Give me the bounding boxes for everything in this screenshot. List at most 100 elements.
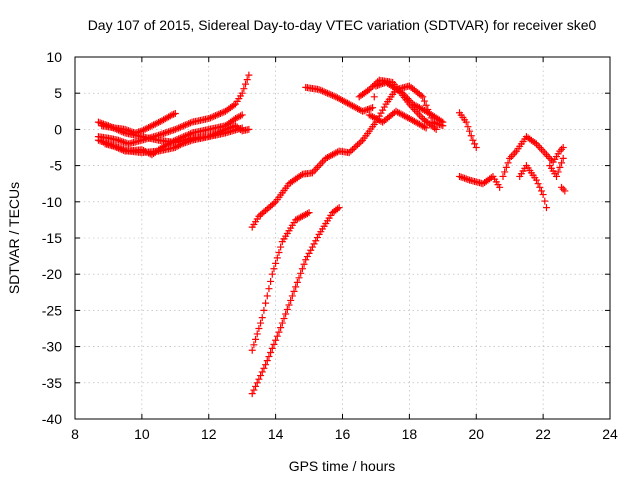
interp-point [310, 240, 318, 248]
interp-point [123, 147, 131, 155]
data-point [379, 118, 387, 126]
series-arc-evening-c [501, 134, 566, 176]
interp-point [265, 353, 273, 361]
series-arc-evening-f [559, 185, 567, 193]
data-point [238, 111, 246, 119]
data-point [292, 216, 300, 224]
data-point [419, 93, 427, 101]
interp-point [253, 379, 261, 387]
data-point [155, 147, 163, 155]
data-point [315, 230, 323, 238]
interp-point [558, 159, 566, 167]
y-tick-label: -20 [42, 266, 62, 282]
data-point [205, 125, 213, 133]
interp-point [511, 149, 519, 157]
y-tick-label: -10 [42, 194, 62, 210]
interp-point [181, 132, 189, 140]
interp-point [272, 259, 280, 267]
data-point [125, 147, 132, 155]
data-point [138, 127, 146, 135]
data-point [405, 100, 413, 108]
interp-point [250, 386, 258, 394]
data-point [272, 198, 280, 206]
interp-point [181, 121, 189, 129]
data-point [369, 104, 377, 112]
interp-point [180, 133, 188, 141]
data-point [205, 133, 213, 141]
interp-point [327, 91, 335, 99]
interp-point [317, 160, 325, 168]
interp-point [230, 101, 238, 109]
interp-point [116, 144, 124, 152]
data-point [94, 118, 102, 126]
interp-point [96, 137, 104, 145]
interp-point [507, 153, 515, 161]
data-point [101, 140, 109, 148]
interp-point [323, 89, 331, 97]
data-point [268, 270, 276, 278]
data-point [522, 133, 530, 141]
interp-point [237, 112, 245, 120]
interp-point [437, 117, 445, 125]
data-point [168, 111, 176, 119]
interp-point [541, 197, 549, 205]
interp-point [558, 145, 566, 153]
interp-point [121, 139, 129, 147]
interp-point [542, 151, 550, 159]
interp-point [537, 145, 545, 153]
data-point [345, 149, 353, 157]
series-arc-evening-a [457, 111, 479, 148]
interp-point [315, 162, 323, 170]
interp-point [541, 149, 549, 157]
interp-point [166, 112, 174, 120]
interp-point [173, 136, 181, 144]
series-arc-afternoon-rise-b [250, 205, 341, 394]
interp-point [186, 130, 194, 138]
series-arc-evening-b [457, 173, 502, 189]
interp-point [277, 243, 285, 251]
data-point [522, 162, 530, 170]
interp-point [312, 237, 320, 245]
interp-point [414, 109, 422, 117]
interp-point [255, 325, 263, 332]
interp-point [273, 332, 281, 340]
interp-point [250, 341, 258, 349]
interp-point [280, 315, 288, 323]
data-point [439, 118, 447, 126]
chart-title: Day 107 of 2015, Sidereal Day-to-day VTE… [88, 17, 597, 33]
interp-point [308, 243, 316, 251]
interp-point [126, 127, 134, 135]
interp-point [318, 158, 326, 166]
x-tick-label: 14 [268, 426, 284, 442]
data-point [255, 212, 263, 220]
data-point [328, 209, 336, 217]
interp-point [407, 102, 415, 110]
interp-point [461, 174, 469, 182]
data-point [355, 93, 363, 101]
data-point [558, 183, 566, 191]
interp-point [295, 274, 303, 282]
interp-point [350, 144, 358, 152]
interp-point [313, 163, 321, 171]
data-point [205, 115, 213, 123]
data-point [148, 122, 156, 130]
interp-point [464, 175, 472, 183]
data-point [125, 140, 132, 148]
data-point [238, 124, 246, 132]
interp-point [262, 299, 270, 307]
interp-point [257, 319, 265, 327]
data-point [305, 209, 313, 217]
data-point [419, 115, 427, 123]
interp-point [185, 120, 193, 128]
x-tick-label: 8 [71, 426, 79, 442]
data-point [561, 187, 569, 195]
y-tick-label: -15 [42, 230, 62, 246]
interp-point [186, 119, 194, 127]
data-point [382, 100, 390, 108]
interp-point [290, 287, 298, 295]
interp-point [206, 114, 214, 122]
interp-point [547, 156, 555, 164]
data-point [275, 328, 283, 336]
y-tick-label: 5 [54, 85, 62, 101]
x-tick-label: 22 [535, 426, 551, 442]
